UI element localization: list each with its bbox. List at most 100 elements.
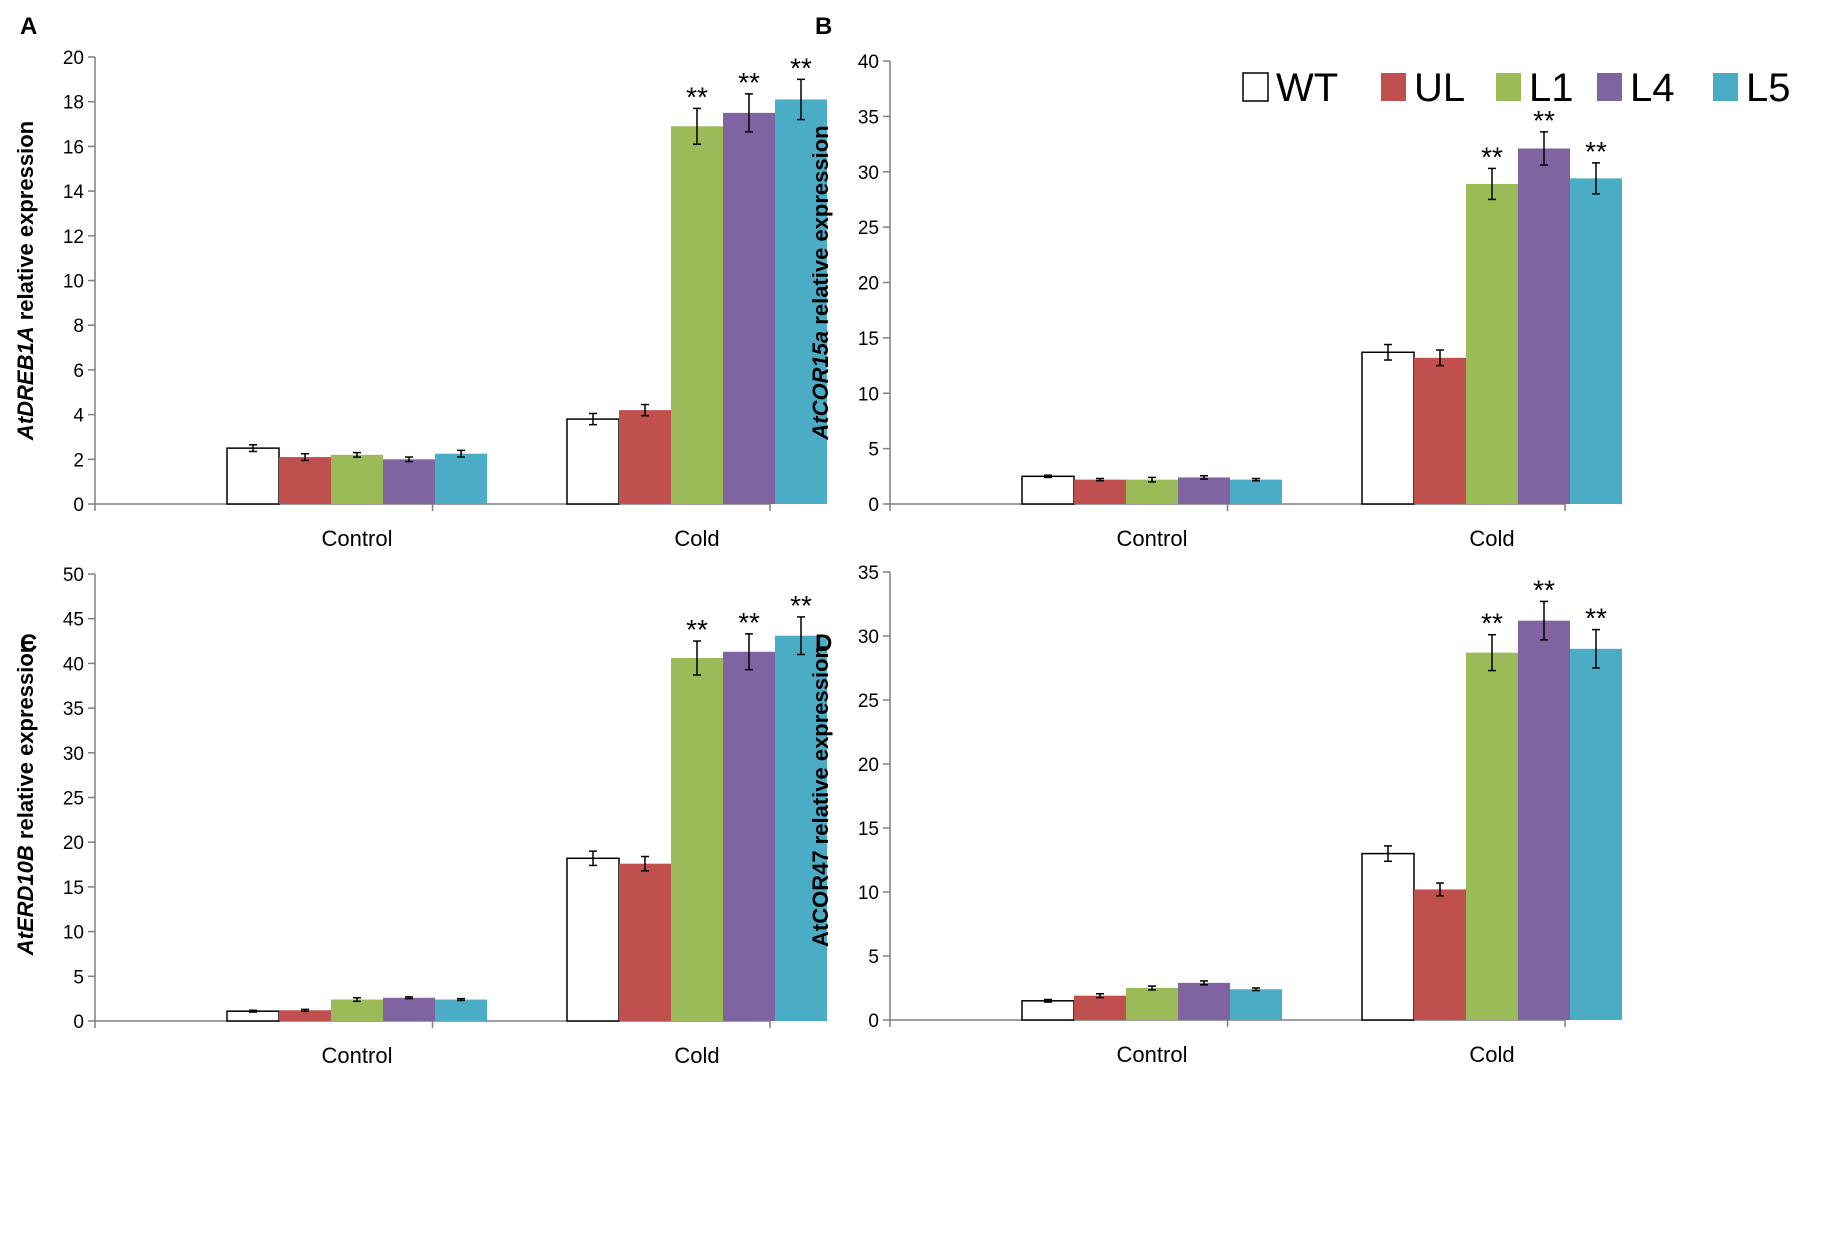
legend-label-ul: UL <box>1414 66 1465 110</box>
significance-label: ** <box>686 81 708 112</box>
x-tick-label: Control <box>1117 1042 1188 1067</box>
bar-wt-cold <box>1361 852 1415 1021</box>
x-tick-label: Control <box>322 526 393 551</box>
y-tick-label: 18 <box>63 93 84 114</box>
legend-label-l5: L5 <box>1746 66 1791 110</box>
x-tick-label: Cold <box>1469 1042 1514 1067</box>
y-tick-label: 20 <box>858 274 879 295</box>
y-tick-label: 16 <box>63 137 84 158</box>
y-tick-label: 6 <box>73 361 84 382</box>
bar-l4-control <box>1178 982 1230 1020</box>
significance-label: ** <box>1481 141 1503 172</box>
y-tick-label: 35 <box>858 563 879 584</box>
legend-swatch-l1 <box>1496 73 1521 101</box>
significance-label: ** <box>738 67 760 98</box>
bar-l5-control <box>435 999 487 1021</box>
panel-d: D 0 5 10 15 20 25 30 35 AtCOR47 relative expressi… <box>808 563 1622 1067</box>
bar-ul-cold <box>1414 357 1466 504</box>
significance-label: ** <box>790 590 812 621</box>
bar-wt-cold <box>566 857 620 1022</box>
y-tick-label: 30 <box>858 163 879 184</box>
bar-ul-control <box>1074 995 1126 1020</box>
y-axis-label-text: relative expression <box>808 125 833 330</box>
bar-l1-control <box>331 454 383 504</box>
bar-ul-control <box>279 1010 331 1021</box>
y-tick-label: 30 <box>858 627 879 648</box>
panel-a: A 0 2 4 6 8 10 12 14 16 18 20 AtDREB1A relative expr… <box>13 13 827 551</box>
y-tick-label: 50 <box>63 565 84 586</box>
y-axis-label-text: relative expression <box>13 121 38 326</box>
panel-b: B 0 5 10 15 20 25 30 35 40 AtCOR15a relative expre… <box>808 13 1622 551</box>
bar-wt-cold <box>566 418 620 505</box>
y-tick-label: 2 <box>73 450 84 471</box>
significance-label: ** <box>1585 603 1607 634</box>
bar-ul-control <box>279 457 331 504</box>
bar-l4-cold <box>1518 148 1570 504</box>
bar-wt-cold <box>1361 351 1415 505</box>
bar-wt-control <box>1021 1000 1075 1021</box>
legend: WT UL L1 L4 L5 <box>1242 66 1791 110</box>
y-tick-label: 20 <box>858 755 879 776</box>
y-tick-label: 8 <box>73 316 84 337</box>
bar-l1-cold <box>1466 652 1518 1020</box>
bar-l4-control <box>383 459 435 504</box>
bar-wt-control <box>226 447 280 505</box>
y-axis-label-gene: AtERD10B <box>13 845 38 956</box>
panel-label: D <box>815 630 832 657</box>
y-axis-label: AtERD10B relative expression <box>13 640 38 956</box>
bar-l1-control <box>1126 479 1178 504</box>
panel-label: A <box>20 13 37 40</box>
bar-l1-cold <box>1466 183 1518 504</box>
significance-label: ** <box>1585 136 1607 167</box>
y-tick-label: 15 <box>63 878 84 899</box>
panel-c: C 0 5 10 15 20 25 30 35 40 45 50 AtERD10B relative e… <box>13 565 827 1068</box>
y-tick-label: 40 <box>858 52 879 73</box>
bar-wt-control <box>1021 475 1075 505</box>
y-tick-label: 30 <box>63 744 84 765</box>
y-tick-label: 0 <box>868 1011 879 1032</box>
y-tick-label: 20 <box>63 833 84 854</box>
y-axis-label-text: AtCOR47 relative expression <box>808 645 833 947</box>
bar-l5-cold <box>775 99 827 504</box>
legend-label-l1: L1 <box>1529 66 1574 110</box>
y-tick-label: 0 <box>73 1012 84 1033</box>
bar-l5-cold <box>1570 648 1622 1020</box>
y-tick-label: 10 <box>858 384 879 405</box>
y-axis-label-gene: AtDREB1A <box>13 326 38 441</box>
bar-l4-cold <box>1518 620 1570 1020</box>
y-tick-label: 25 <box>858 218 879 239</box>
y-tick-label: 5 <box>868 440 879 461</box>
y-tick-label: 35 <box>63 699 84 720</box>
y-tick-label: 5 <box>868 947 879 968</box>
y-tick-label: 0 <box>868 495 879 516</box>
y-tick-label: 45 <box>63 610 84 631</box>
y-axis-label-gene: AtCOR15a <box>808 331 833 441</box>
y-tick-label: 12 <box>63 227 84 248</box>
bar-l5-control <box>435 453 487 504</box>
bar-l1-control <box>331 999 383 1021</box>
bar-l4-control <box>383 997 435 1021</box>
y-axis-label-text: relative expression <box>13 640 38 845</box>
significance-label: ** <box>738 607 760 638</box>
panel-label: B <box>815 13 832 40</box>
legend-label-l4: L4 <box>1630 66 1675 110</box>
y-tick-label: 15 <box>858 329 879 350</box>
bar-ul-cold <box>619 410 671 504</box>
x-tick-label: Cold <box>1469 526 1514 551</box>
y-tick-label: 20 <box>63 48 84 69</box>
y-tick-label: 15 <box>858 819 879 840</box>
y-tick-label: 14 <box>63 182 85 203</box>
legend-swatch-wt <box>1242 72 1269 102</box>
y-tick-label: 0 <box>73 495 84 516</box>
bar-l5-cold <box>1570 178 1622 504</box>
y-tick-label: 10 <box>63 923 84 944</box>
y-axis-label: AtDREB1A relative expression <box>13 121 38 441</box>
x-tick-label: Cold <box>674 1043 719 1068</box>
significance-label: ** <box>1481 608 1503 639</box>
bar-ul-cold <box>619 863 671 1021</box>
bar-ul-cold <box>1414 889 1466 1020</box>
x-tick-label: Control <box>322 1043 393 1068</box>
x-tick-label: Cold <box>674 526 719 551</box>
